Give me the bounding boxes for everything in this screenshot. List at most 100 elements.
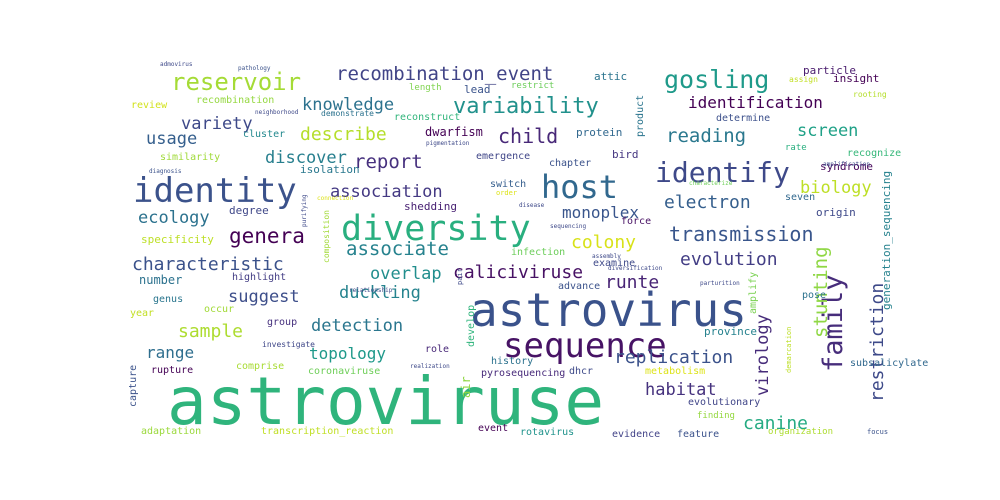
- cloud-word: family: [818, 274, 849, 372]
- cloud-word: stunting: [810, 246, 832, 338]
- cloud-word: assembly: [592, 253, 621, 260]
- cloud-word: capture: [128, 365, 139, 407]
- cloud-word: number: [139, 273, 182, 287]
- cloud-word: diversification: [608, 265, 663, 272]
- cloud-word: reservoir: [171, 68, 301, 96]
- cloud-word: transmission: [669, 222, 814, 246]
- cloud-word: group: [267, 317, 297, 328]
- cloud-word: characterize: [689, 180, 733, 187]
- cloud-word: advance: [558, 281, 600, 292]
- cloud-word: feature: [677, 429, 719, 440]
- cloud-word: overlap: [370, 264, 442, 284]
- cloud-word: disease: [519, 202, 545, 209]
- cloud-word: finding: [697, 411, 735, 421]
- cloud-word: rotavirus: [520, 427, 574, 438]
- cloud-word: identification: [688, 93, 823, 112]
- cloud-word: electron: [664, 192, 751, 213]
- cloud-word: association: [330, 182, 443, 202]
- cloud-word: variability: [453, 94, 599, 119]
- cloud-word: province: [704, 325, 757, 338]
- cloud-word: replication: [614, 347, 733, 368]
- cloud-word: recognize: [847, 148, 901, 159]
- cloud-word: connection: [317, 195, 354, 202]
- cloud-word: duckling: [339, 283, 421, 303]
- cloud-word: recombination_event: [336, 63, 553, 85]
- cloud-word: isolation: [300, 163, 360, 176]
- cloud-word: order: [496, 189, 517, 197]
- cloud-word: sequence: [503, 326, 667, 366]
- cloud-word: purifying: [301, 194, 308, 227]
- cloud-word: degree: [229, 204, 269, 217]
- cloud-word: usage: [146, 129, 197, 149]
- cloud-word: evidence: [612, 429, 660, 440]
- cloud-word: parturition: [700, 280, 740, 287]
- cloud-word: determine: [716, 113, 770, 124]
- cloud-word: syndrome: [820, 160, 873, 173]
- cloud-word: screen: [797, 121, 858, 141]
- cloud-word: caliciviruse: [453, 262, 583, 283]
- cloud-word: pose: [802, 290, 826, 301]
- cloud-word: pathology: [238, 65, 271, 72]
- cloud-word: bird: [612, 148, 639, 161]
- cloud-word: transcription_reaction: [261, 426, 393, 437]
- cloud-word: amplify: [748, 272, 759, 314]
- cloud-word: rooting: [853, 90, 887, 99]
- cloud-word: child: [498, 124, 558, 148]
- cloud-word: restrict: [511, 81, 554, 91]
- cloud-word: genus: [153, 294, 183, 305]
- cloud-word: review: [131, 100, 168, 111]
- cloud-word: generation_sequencing: [880, 171, 893, 310]
- cloud-word: realization: [410, 363, 450, 370]
- cloud-word: admovirus: [160, 61, 193, 68]
- cloud-word: seven: [785, 192, 815, 203]
- cloud-word: assign: [789, 75, 818, 84]
- cloud-word: switch: [490, 179, 526, 190]
- cloud-word: rate: [785, 143, 807, 153]
- cloud-word: develop: [466, 305, 477, 347]
- cloud-word: colony: [571, 232, 636, 253]
- cloud-word: highlight: [232, 272, 286, 283]
- cloud-word: history: [491, 356, 533, 367]
- cloud-word: reading: [666, 125, 746, 147]
- cloud-word: insight: [833, 72, 879, 85]
- cloud-word: monoplex: [562, 203, 639, 222]
- cloud-word: dwarfism: [425, 125, 483, 139]
- cloud-word: habitat: [645, 380, 717, 400]
- cloud-word: knowledge: [302, 95, 394, 115]
- cloud-word: astrovirus: [470, 283, 747, 337]
- cloud-word: role: [425, 344, 449, 355]
- cloud-word: demonstrate: [321, 109, 374, 118]
- cloud-word: subsalicylate: [850, 358, 928, 369]
- cloud-word: recombination: [196, 95, 274, 106]
- cloud-word: protein: [576, 126, 622, 139]
- cloud-word: detection: [311, 316, 403, 336]
- cloud-word: reconstruct: [394, 112, 460, 123]
- cloud-word: demarcation: [785, 327, 793, 373]
- cloud-word: year: [130, 308, 154, 319]
- cloud-word: emergence: [476, 151, 530, 162]
- cloud-word: runte: [605, 272, 659, 293]
- cloud-word: biology: [800, 178, 872, 198]
- cloud-word: evolutionary: [688, 397, 760, 408]
- cloud-word: focus: [867, 428, 888, 436]
- cloud-word: dhcr: [569, 366, 593, 377]
- cloud-word: virology: [753, 314, 773, 396]
- cloud-word: suggest: [228, 287, 300, 307]
- cloud-word: describe: [300, 124, 387, 145]
- cloud-word: astroviruse: [167, 363, 604, 440]
- cloud-word: report: [354, 151, 423, 173]
- cloud-word: examine: [593, 258, 635, 269]
- cloud-word: composition: [322, 210, 331, 263]
- cloud-word: coronaviruse: [308, 366, 380, 377]
- cloud-word: identify: [655, 156, 790, 189]
- cloud-word: specificity: [141, 233, 214, 246]
- cloud-word: metabolism: [645, 366, 705, 377]
- cloud-word: identity: [133, 171, 297, 211]
- cloud-word: topology: [309, 344, 386, 363]
- cloud-word: pyrosequencing: [481, 368, 565, 379]
- cloud-word: variety: [181, 114, 253, 134]
- cloud-word: rupture: [151, 365, 193, 376]
- cloud-word: organization: [768, 427, 833, 437]
